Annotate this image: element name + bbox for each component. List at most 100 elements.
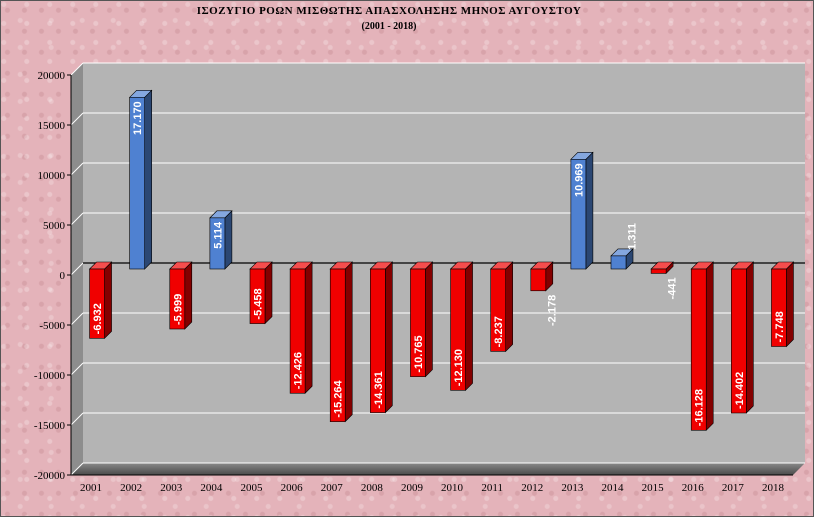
bar-front: [329, 268, 346, 422]
x-tick-label: 2016: [682, 482, 705, 494]
data-label: -8.237: [493, 316, 505, 347]
bar-front: [89, 268, 105, 339]
data-label: 10.969: [573, 163, 585, 197]
data-label: -5.458: [253, 288, 265, 319]
bar-front: [690, 268, 707, 431]
data-label: -14.402: [734, 372, 746, 409]
y-tick-label: -5000: [39, 320, 65, 332]
bar: [249, 261, 273, 325]
x-tick-label: 2017: [722, 482, 745, 494]
data-label: -14.361: [373, 371, 385, 408]
bar-side: [786, 261, 794, 348]
bar: [530, 261, 554, 292]
bar-front: [490, 268, 506, 352]
chart-title: ΙΣΟΖΥΓΙΟ ΡΟΩΝ ΜΙΣΘΩΤΗΣ ΑΠΑΣΧΟΛΗΣΗΣ ΜΗΝΟΣ…: [196, 5, 582, 17]
bar-front: [731, 268, 747, 414]
bar-side: [385, 261, 393, 414]
data-label: 1.311: [627, 223, 639, 250]
bar-side: [104, 261, 112, 340]
bar: [369, 261, 394, 414]
bar-front: [650, 268, 667, 274]
bar: [730, 261, 755, 414]
bar-side: [465, 261, 473, 392]
x-tick-label: 2008: [361, 482, 384, 494]
bar-front: [289, 268, 306, 394]
y-tick-label: -20000: [34, 470, 66, 482]
bar-front: [129, 97, 145, 270]
data-label: -12.130: [453, 349, 465, 386]
bar-front: [209, 217, 226, 270]
gridline-side: [70, 112, 84, 126]
data-label: -6.932: [92, 303, 104, 334]
data-label: -7.748: [774, 311, 786, 342]
bar-side: [344, 261, 353, 423]
data-label: -5.999: [172, 294, 184, 325]
bar: [570, 151, 594, 270]
x-tick-label: 2004: [200, 482, 223, 494]
bar: [128, 89, 153, 270]
gridline-side: [70, 212, 84, 226]
x-tick-label: 2007: [321, 482, 344, 494]
floor: [71, 463, 805, 475]
gridline-side: [70, 162, 84, 176]
x-tick-label: 2009: [401, 482, 424, 494]
bar: [329, 261, 353, 423]
bar-side: [184, 261, 193, 330]
bar-front: [570, 159, 587, 270]
x-tick-label: 2006: [281, 482, 304, 494]
x-tick-label: 2002: [120, 482, 142, 494]
bar-front: [249, 268, 266, 324]
y-tick-label: 0: [60, 270, 66, 282]
bar: [169, 261, 193, 330]
gridline-side: [70, 462, 84, 476]
x-tick-label: 2005: [241, 482, 264, 494]
bar-front: [450, 268, 466, 391]
bar-side: [425, 261, 433, 378]
data-label: -15.264: [333, 379, 345, 417]
bar: [449, 261, 474, 392]
bar: [770, 261, 795, 348]
x-tick-label: 2001: [80, 482, 102, 494]
bar-side: [264, 261, 273, 325]
x-tick-label: 2018: [762, 482, 785, 494]
bar: [690, 261, 714, 432]
bar: [489, 261, 514, 353]
bar-front: [530, 268, 547, 292]
bar-front: [771, 268, 787, 347]
x-tick-label: 2012: [521, 482, 543, 494]
y-tick-label: 15000: [38, 120, 66, 132]
x-tick-label: 2015: [642, 482, 665, 494]
data-label: -12.426: [293, 352, 305, 389]
bar: [289, 261, 313, 394]
bar-side: [224, 210, 233, 270]
bar-front: [370, 268, 386, 413]
chart-subtitle: (2001 - 2018): [361, 21, 417, 32]
y-tick-label: 20000: [38, 70, 66, 82]
data-label: 17.170: [132, 101, 144, 135]
data-label: -10.765: [413, 335, 425, 372]
x-tick-label: 2011: [481, 482, 503, 494]
bar: [409, 261, 434, 378]
gridline-side: [70, 62, 84, 76]
bar-side: [705, 261, 714, 432]
gridline-side: [70, 412, 84, 426]
bar: [610, 248, 634, 270]
bar-front: [410, 268, 426, 377]
x-tick-label: 2010: [441, 482, 464, 494]
y-tick-label: 5000: [43, 220, 66, 232]
x-tick-label: 2013: [561, 482, 584, 494]
bar-front: [610, 255, 627, 270]
bar-side: [144, 89, 152, 270]
y-tick-label: 10000: [38, 170, 66, 182]
data-label: -441: [667, 277, 679, 299]
bar: [650, 261, 674, 275]
data-label: -16.128: [694, 389, 706, 426]
y-tick-label: -15000: [34, 420, 66, 432]
gridline-side: [70, 312, 84, 326]
bar-side: [746, 261, 754, 414]
bar-side: [505, 261, 513, 353]
bar-side: [304, 261, 313, 394]
x-tick-label: 2003: [160, 482, 183, 494]
